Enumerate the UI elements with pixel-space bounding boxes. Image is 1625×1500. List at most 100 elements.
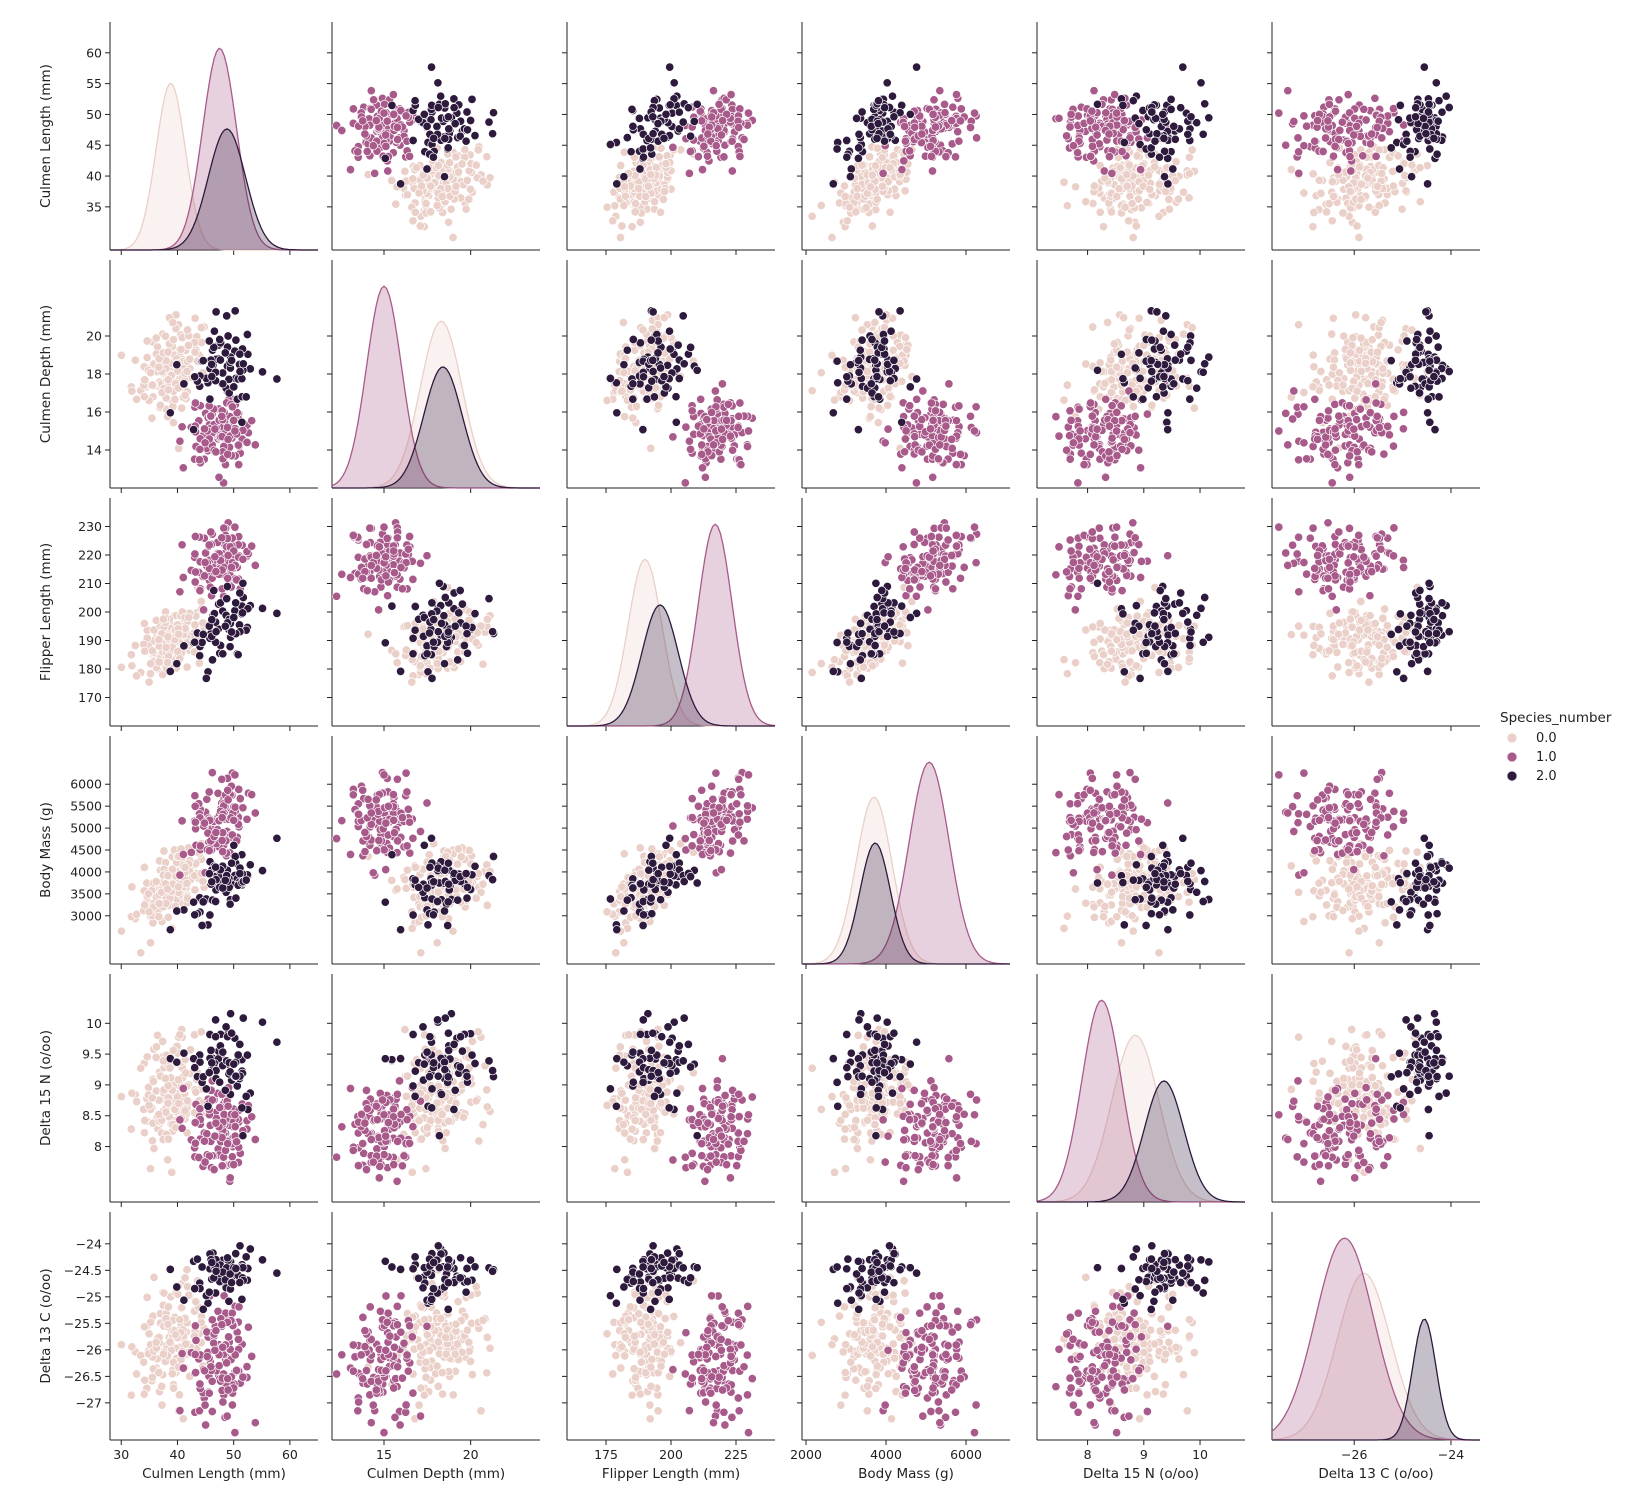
scatter-point-0.0 [144, 677, 154, 687]
scatter-point-2.0 [422, 649, 432, 659]
scatter-point-0.0 [829, 655, 840, 665]
scatter-point-1.0 [684, 168, 694, 178]
scatter-point-0.0 [1352, 386, 1362, 396]
scatter-point-1.0 [899, 156, 909, 166]
scatter-point-2.0 [832, 637, 842, 648]
scatter-point-1.0 [1073, 478, 1083, 488]
scatter-point-0.0 [1328, 313, 1338, 323]
scatter-point-0.0 [176, 344, 186, 354]
scatter-point-1.0 [250, 440, 260, 450]
scatter-point-2.0 [450, 119, 460, 129]
scatter-point-2.0 [1138, 394, 1148, 404]
scatter-point-2.0 [1141, 637, 1151, 648]
scatter-point-0.0 [1128, 232, 1138, 243]
scatter-point-1.0 [379, 108, 389, 118]
scatter-point-2.0 [1134, 119, 1144, 129]
scatter-point-0.0 [1367, 335, 1377, 345]
scatter-point-1.0 [1343, 138, 1353, 148]
scatter-point-2.0 [686, 342, 696, 352]
scatter-point-1.0 [923, 605, 933, 615]
scatter-point-2.0 [1411, 103, 1421, 113]
scatter-point-0.0 [1095, 618, 1105, 629]
scatter-point-0.0 [1356, 366, 1366, 376]
scatter-point-0.0 [1187, 145, 1197, 155]
scatter-point-1.0 [190, 398, 200, 408]
scatter-point-2.0 [461, 136, 471, 146]
scatter-point-0.0 [617, 221, 627, 231]
scatter-point-0.0 [168, 335, 178, 345]
scatter-point-2.0 [605, 139, 615, 150]
scatter-point-1.0 [707, 407, 717, 417]
scatter-point-0.0 [1109, 339, 1119, 349]
y-tick-label: 14 [86, 443, 102, 458]
scatter-point-0.0 [1154, 211, 1164, 221]
scatter-point-0.0 [658, 194, 668, 204]
scatter-point-1.0 [191, 567, 201, 577]
scatter-point-0.0 [638, 325, 648, 335]
scatter-point-1.0 [1065, 122, 1075, 132]
scatter-point-1.0 [366, 560, 376, 570]
scatter-point-2.0 [433, 78, 443, 88]
scatter-point-2.0 [207, 655, 218, 665]
scatter-point-2.0 [671, 417, 681, 427]
scatter-point-2.0 [627, 104, 637, 114]
scatter-point-1.0 [1074, 404, 1084, 414]
scatter-point-2.0 [1151, 392, 1161, 402]
scatter-point-0.0 [1100, 378, 1110, 389]
scatter-point-1.0 [362, 146, 372, 157]
scatter-point-0.0 [190, 620, 200, 630]
scatter-point-0.0 [844, 202, 855, 212]
scatter-point-1.0 [353, 147, 363, 157]
scatter-point-2.0 [440, 592, 450, 603]
scatter-point-0.0 [170, 394, 180, 405]
scatter-point-1.0 [700, 472, 710, 482]
scatter-point-0.0 [391, 199, 401, 209]
scatter-point-0.0 [1088, 622, 1098, 632]
scatter-point-2.0 [172, 360, 182, 370]
scatter-point-1.0 [912, 394, 922, 404]
scatter-point-0.0 [1062, 669, 1072, 679]
scatter-point-0.0 [155, 400, 165, 410]
scatter-point-2.0 [449, 94, 459, 104]
scatter-point-1.0 [1310, 136, 1320, 146]
scatter-point-2.0 [619, 360, 629, 370]
scatter-point-2.0 [444, 124, 454, 134]
scatter-point-2.0 [1432, 149, 1442, 159]
scatter-point-2.0 [905, 382, 915, 392]
scatter-point-2.0 [427, 598, 437, 608]
scatter-point-2.0 [215, 355, 225, 365]
scatter-point-0.0 [1095, 207, 1105, 217]
scatter-point-0.0 [432, 200, 442, 211]
scatter-point-1.0 [1128, 518, 1138, 528]
scatter-point-0.0 [1393, 345, 1403, 355]
scatter-point-0.0 [1356, 333, 1366, 343]
scatter-point-1.0 [392, 122, 402, 133]
scatter-point-2.0 [885, 376, 895, 386]
scatter-point-0.0 [1112, 362, 1122, 372]
scatter-point-1.0 [684, 436, 694, 446]
scatter-point-0.0 [1154, 179, 1164, 189]
scatter-point-2.0 [245, 364, 255, 374]
scatter-point-1.0 [190, 549, 200, 559]
scatter-point-1.0 [1334, 411, 1344, 421]
scatter-point-1.0 [897, 463, 907, 473]
scatter-point-1.0 [928, 546, 938, 556]
scatter-point-0.0 [1339, 331, 1349, 341]
scatter-point-2.0 [484, 117, 494, 127]
scatter-point-1.0 [1099, 166, 1109, 176]
scatter-point-1.0 [934, 532, 944, 542]
y-tick-label: 18 [86, 367, 102, 382]
scatter-point-0.0 [1338, 380, 1348, 390]
scatter-point-0.0 [142, 352, 152, 363]
scatter-point-0.0 [816, 200, 826, 211]
scatter-point-2.0 [1434, 96, 1444, 106]
scatter-point-1.0 [1104, 129, 1114, 139]
scatter-point-2.0 [1192, 383, 1202, 393]
scatter-point-1.0 [1112, 407, 1122, 417]
scatter-point-2.0 [1386, 356, 1396, 366]
scatter-point-0.0 [130, 355, 140, 365]
scatter-point-0.0 [634, 183, 644, 194]
scatter-point-1.0 [900, 136, 910, 146]
scatter-point-2.0 [1183, 376, 1193, 386]
scatter-point-2.0 [1402, 136, 1412, 146]
